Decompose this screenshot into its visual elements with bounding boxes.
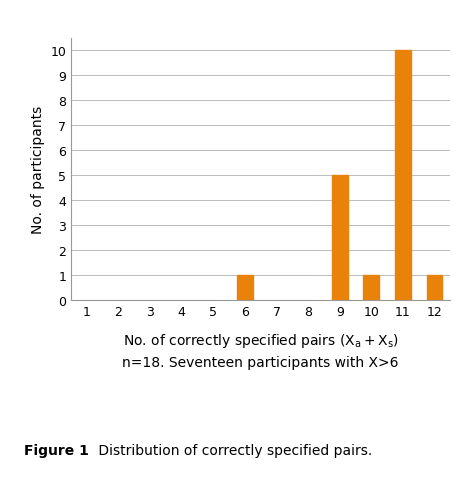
Text: Distribution of correctly specified pairs.: Distribution of correctly specified pair… bbox=[94, 443, 372, 457]
Y-axis label: No. of participants: No. of participants bbox=[31, 106, 45, 233]
Bar bbox=[395, 51, 411, 300]
Text: n=18. Seventeen participants with X>6: n=18. Seventeen participants with X>6 bbox=[122, 356, 399, 370]
Bar bbox=[237, 275, 253, 300]
Bar bbox=[427, 275, 442, 300]
Bar bbox=[364, 275, 379, 300]
Bar bbox=[332, 176, 347, 300]
Text: No. of correctly specified pairs ($\mathsf{X_a+X_s}$): No. of correctly specified pairs ($\math… bbox=[123, 332, 399, 349]
Text: Figure 1: Figure 1 bbox=[24, 443, 89, 457]
